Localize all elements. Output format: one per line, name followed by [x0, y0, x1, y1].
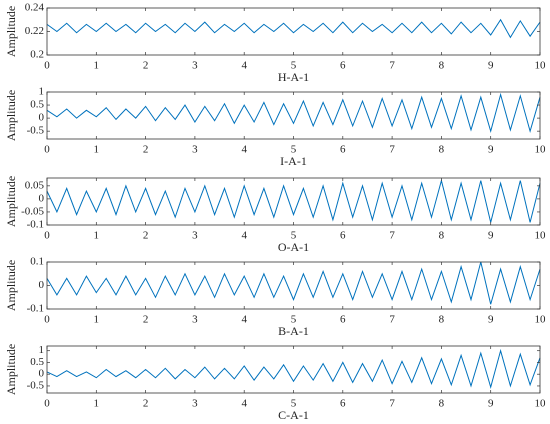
x-axis-label: O-A-1 [278, 240, 309, 254]
signal-line [46, 348, 541, 389]
x-tick-label: 1 [94, 60, 100, 72]
y-tick-label: -0.1 [27, 219, 44, 231]
x-tick-label: 3 [192, 398, 198, 410]
y-tick-label: -0.5 [27, 125, 45, 137]
x-tick-label: 4 [241, 144, 247, 156]
x-tick-label: 6 [340, 230, 346, 242]
x-tick-label: 9 [488, 230, 494, 242]
x-tick-label: 8 [439, 144, 445, 156]
x-axis-label: H-A-1 [278, 70, 309, 84]
x-tick-label: 10 [535, 398, 547, 410]
x-tick-label: 6 [340, 398, 346, 410]
x-tick-label: 5 [291, 314, 297, 326]
x-tick-label: 2 [143, 144, 149, 156]
plot-frame [46, 7, 541, 56]
x-tick-label: 4 [241, 230, 247, 242]
x-tick-label: 3 [192, 144, 198, 156]
x-tick-label: 7 [389, 398, 395, 410]
x-tick-label: 6 [340, 144, 346, 156]
y-tick-label: 1 [39, 344, 45, 356]
x-tick-label: 8 [439, 398, 445, 410]
x-tick-label: 7 [389, 60, 395, 72]
y-tick-label: 0.24 [25, 2, 45, 14]
x-tick-label: 3 [192, 314, 198, 326]
y-tick-label: 0 [39, 368, 45, 380]
plot-frame [46, 91, 541, 140]
x-tick-label: 10 [535, 60, 547, 72]
x-tick-label: 5 [291, 230, 297, 242]
x-tick-label: 9 [488, 60, 494, 72]
x-axis-label: I-A-1 [280, 154, 307, 168]
y-tick-label: 0.1 [30, 256, 44, 268]
y-tick-label: 0 [39, 112, 45, 124]
x-axis-label: C-A-1 [278, 408, 309, 422]
signal-line [46, 92, 541, 134]
x-tick-label: 7 [389, 230, 395, 242]
x-tick-label: 10 [535, 230, 547, 242]
x-tick-label: 9 [488, 144, 494, 156]
y-tick-label: 0 [39, 192, 45, 204]
x-tick-label: 0 [44, 144, 50, 156]
x-tick-label: 4 [241, 398, 247, 410]
x-tick-label: 2 [143, 314, 149, 326]
x-tick-label: 8 [439, 60, 445, 72]
x-tick-label: 0 [44, 314, 50, 326]
x-tick-label: 6 [340, 60, 346, 72]
y-tick-label: -0.05 [21, 205, 44, 217]
signal-line [46, 18, 541, 39]
y-tick-label: 0.22 [25, 25, 44, 37]
x-tick-label: 3 [192, 230, 198, 242]
x-tick-label: 2 [143, 230, 149, 242]
x-tick-label: 2 [143, 398, 149, 410]
y-axis-label: Amplitude [4, 176, 18, 227]
y-tick-label: 0 [39, 279, 45, 291]
y-axis-label: Amplitude [4, 6, 18, 57]
x-tick-label: 1 [94, 314, 100, 326]
x-tick-label: 1 [94, 398, 100, 410]
x-tick-label: 7 [389, 314, 395, 326]
signal-line [46, 178, 541, 223]
y-tick-label: 1 [39, 86, 45, 98]
x-tick-label: 10 [535, 144, 547, 156]
x-tick-label: 7 [389, 144, 395, 156]
x-tick-label: 5 [291, 398, 297, 410]
y-tick-label: 0.2 [30, 49, 44, 61]
x-axis-label: B-A-1 [278, 324, 309, 338]
x-tick-label: 4 [241, 314, 247, 326]
y-tick-label: -0.1 [27, 303, 44, 315]
x-tick-label: 3 [192, 60, 198, 72]
signal-line [46, 261, 541, 305]
y-axis-label: Amplitude [4, 344, 18, 395]
x-tick-label: 2 [143, 60, 149, 72]
y-tick-label: -0.5 [27, 379, 45, 391]
x-tick-label: 0 [44, 60, 50, 72]
x-tick-label: 9 [488, 398, 494, 410]
x-tick-label: 4 [241, 60, 247, 72]
x-tick-label: 6 [340, 314, 346, 326]
x-tick-label: 10 [535, 314, 547, 326]
y-tick-label: 0.05 [25, 179, 45, 191]
y-axis-label: Amplitude [4, 260, 18, 311]
x-tick-label: 8 [439, 314, 445, 326]
x-tick-label: 5 [291, 144, 297, 156]
y-axis-label: Amplitude [4, 90, 18, 141]
x-tick-label: 1 [94, 144, 100, 156]
x-tick-label: 0 [44, 398, 50, 410]
x-tick-label: 5 [291, 60, 297, 72]
x-tick-label: 1 [94, 230, 100, 242]
y-tick-label: 0.5 [30, 99, 44, 111]
x-tick-label: 0 [44, 230, 50, 242]
y-tick-label: 0.5 [30, 356, 44, 368]
x-tick-label: 8 [439, 230, 445, 242]
x-tick-label: 9 [488, 314, 494, 326]
